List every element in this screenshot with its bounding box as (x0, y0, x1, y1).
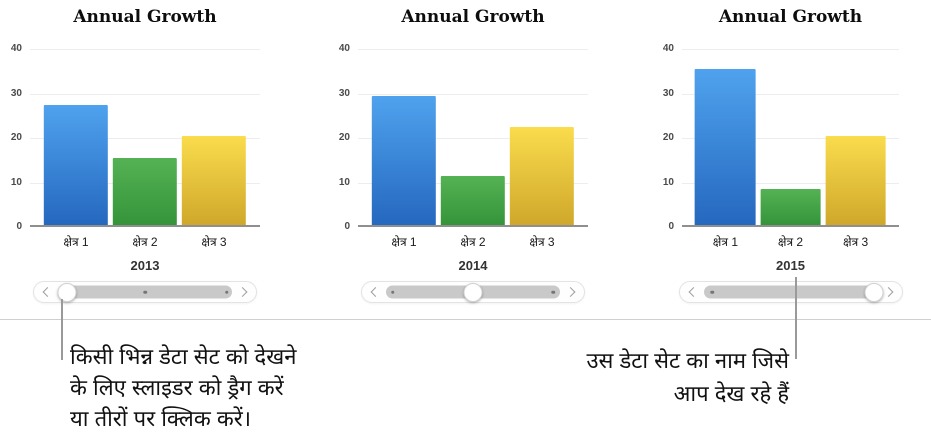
bar-blue (695, 69, 756, 225)
gridline (682, 182, 899, 184)
chart-title: Annual Growth (718, 7, 863, 27)
slider-dot (710, 290, 714, 294)
gridline (30, 49, 260, 50)
bar-blue (43, 104, 109, 225)
gridline (358, 49, 588, 50)
y-axis-tick-label: 40 (338, 43, 350, 54)
year-label: 2015 (776, 258, 805, 273)
callout-line: के लिए स्लाइडर को ड्रैग करें (70, 375, 284, 400)
slider-dot (391, 290, 395, 294)
year-label: 2013 (130, 258, 160, 273)
bar-blue (371, 95, 437, 225)
chevron-right-icon[interactable] (237, 287, 248, 297)
y-axis-tick-label: 10 (10, 176, 22, 188)
category-label: क्षेत्र 3 (201, 235, 227, 249)
chevron-right-icon[interactable] (565, 287, 576, 297)
slider-thumb[interactable] (463, 282, 483, 302)
callout-connector-right (795, 277, 797, 359)
gridline (682, 93, 899, 95)
slider-track[interactable] (57, 282, 232, 302)
slider-track[interactable] (386, 282, 560, 302)
y-axis-tick-label: 10 (338, 176, 350, 188)
callout-text-right: उस डेटा सेट का नाम जिसे आप देख रहे हैं (586, 344, 789, 410)
category-label: क्षेत्र 3 (842, 235, 869, 249)
chevron-right-icon[interactable] (883, 287, 893, 297)
chevron-left-icon[interactable] (370, 287, 381, 297)
slider-thumb[interactable] (864, 282, 884, 302)
chevron-left-icon[interactable] (688, 287, 698, 297)
bar-chart-plot: क्षेत्र 1 क्षेत्र 2 क्षेत्र 3 (358, 49, 588, 249)
gridline (358, 138, 588, 139)
slider-dot (551, 290, 555, 294)
bar-chart-plot: क्षेत्र 1 क्षेत्र 2 क्षेत्र 3 (682, 49, 899, 249)
y-axis-tick-label: 40 (662, 43, 674, 54)
chart-panel-2014: Annual Growth क्षेत्र 1 क्षेत्र 2 क्षेत्र … (310, 0, 621, 320)
y-axis-tick-label: 0 (344, 221, 350, 232)
bar-green (440, 176, 506, 225)
chart-title: Annual Growth (73, 7, 217, 27)
bar-yellow (825, 136, 886, 225)
y-axis-tick-label: 40 (10, 43, 22, 54)
dataset-slider[interactable] (33, 281, 257, 303)
callout-line: उस डेटा सेट का नाम जिसे (586, 348, 789, 373)
bar-green (760, 189, 821, 225)
callout-text-left: किसी भिन्न डेटा सेट को देखने के लिए स्ला… (70, 341, 296, 434)
callout-line: या तीरों पर क्लिक करें। (70, 406, 252, 431)
gridline (682, 138, 899, 139)
bar-chart-plot: क्षेत्र 1 क्षेत्र 2 क्षेत्र 3 (30, 49, 260, 249)
category-label: क्षेत्र 2 (132, 235, 158, 249)
bar-yellow (509, 127, 575, 225)
dataset-slider[interactable] (361, 281, 585, 303)
slider-track[interactable] (703, 282, 884, 302)
chart-title: Annual Growth (401, 7, 545, 27)
bar-yellow (181, 136, 247, 225)
y-axis-tick-label: 30 (662, 87, 674, 99)
y-axis-tick-label: 0 (16, 221, 22, 232)
section-divider (0, 319, 931, 320)
chevron-left-icon[interactable] (42, 287, 53, 297)
gridline (358, 93, 588, 95)
y-axis-tick-label: 20 (338, 132, 350, 143)
gridline (30, 93, 260, 95)
y-axis-tick-label: 20 (662, 132, 674, 143)
category-label: क्षेत्र 2 (460, 235, 486, 249)
category-label: क्षेत्र 1 (712, 235, 739, 249)
dataset-slider[interactable] (678, 281, 903, 303)
callout-line: किसी भिन्न डेटा सेट को देखने (70, 344, 297, 369)
y-axis-tick-label: 10 (662, 176, 674, 188)
category-label: क्षेत्र 1 (63, 235, 89, 249)
category-label: क्षेत्र 3 (529, 235, 555, 249)
slider-dot (143, 290, 147, 294)
y-axis-tick-label: 30 (338, 87, 350, 99)
y-axis-tick-label: 0 (668, 221, 674, 232)
gridline (682, 49, 899, 50)
callout-line: आप देख रहे हैं (673, 381, 789, 406)
slider-thumb[interactable] (57, 282, 77, 302)
callout-connector-left (61, 299, 63, 360)
slider-dot (225, 290, 229, 294)
gridline (30, 138, 260, 139)
bar-green (112, 158, 178, 225)
category-label: क्षेत्र 1 (391, 235, 417, 249)
year-label: 2014 (458, 258, 488, 273)
y-axis-tick-label: 30 (10, 87, 22, 99)
chart-panel-2013: Annual Growth क्षेत्र 1 क्षेत्र 2 क्षेत्र … (0, 0, 311, 320)
y-axis-tick-label: 20 (10, 132, 22, 143)
chart-panel-2015: Annual Growth क्षेत्र 1 क्षेत्र 2 क्षेत्र … (620, 0, 931, 320)
category-label: क्षेत्र 2 (777, 235, 804, 249)
